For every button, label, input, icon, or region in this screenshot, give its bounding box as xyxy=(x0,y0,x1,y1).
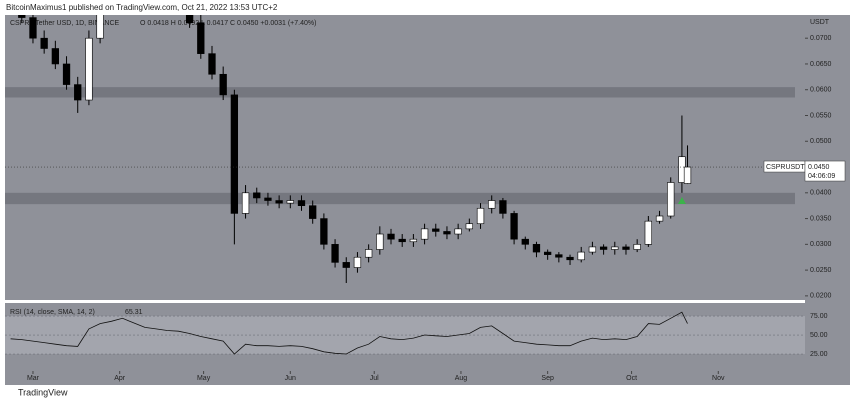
candle-body xyxy=(465,223,473,230)
candle-body xyxy=(376,233,384,250)
time-axis xyxy=(5,371,805,385)
zone xyxy=(5,87,795,98)
candle-body xyxy=(409,238,418,243)
candle-body xyxy=(577,251,585,261)
price-box xyxy=(804,160,846,182)
symbol: CSPRUSDT xyxy=(766,164,805,171)
countdown: 04:06:09 xyxy=(808,173,835,180)
candle-body xyxy=(286,200,294,204)
candle-body xyxy=(29,17,37,39)
rsi-tick-label: 25.00 xyxy=(810,351,828,358)
candle-body xyxy=(62,63,71,85)
candle-body xyxy=(320,218,328,245)
x-tick-label: Mar xyxy=(27,375,40,382)
y-tick-label: 0.0550 xyxy=(810,112,832,119)
y-tick-label: 0.0250 xyxy=(810,267,832,274)
candle-body xyxy=(297,200,306,206)
candle-body xyxy=(432,228,440,232)
candle-body xyxy=(197,22,205,54)
candle-body xyxy=(454,228,462,235)
candle-body xyxy=(331,244,339,263)
candle-body xyxy=(655,215,664,222)
rsi-tick-label: 75.00 xyxy=(810,313,828,320)
candle-body xyxy=(566,256,574,261)
arrow-marker xyxy=(677,197,686,205)
candle-body xyxy=(622,246,630,250)
legend: CSPR / Tether USD, 1D, BINANCE xyxy=(10,20,120,27)
candle-body xyxy=(96,15,104,39)
axis-unit: USDT xyxy=(810,19,830,26)
ohlc: O 0.0418 H 0.0492 L 0.0417 C 0.0450 +0.0… xyxy=(140,20,316,27)
y-tick-label: 0.0700 xyxy=(810,35,832,42)
candle-body xyxy=(420,228,429,240)
candle-body xyxy=(364,249,373,258)
price-plot xyxy=(5,0,805,283)
candle-body xyxy=(208,53,216,75)
price-axis xyxy=(805,15,850,385)
rsi-label: RSI (14, close, SMA, 14, 2) xyxy=(10,309,95,316)
candle-body xyxy=(74,84,82,101)
candle-body xyxy=(185,15,194,24)
candle-body xyxy=(499,200,507,214)
candle-body xyxy=(253,192,261,199)
candle-body xyxy=(510,213,518,240)
zone xyxy=(5,192,795,205)
rsi-plot xyxy=(5,311,805,355)
x-tick-label: Jul xyxy=(370,375,379,382)
candle-body xyxy=(219,73,227,96)
candle-body xyxy=(230,94,239,214)
candle-body xyxy=(353,256,362,268)
y-tick-label: 0.0650 xyxy=(810,61,832,68)
y-tick-label: 0.0200 xyxy=(810,293,832,300)
candle-body xyxy=(387,233,395,240)
rsi-line xyxy=(10,311,688,355)
candle-body xyxy=(309,205,317,219)
candle-body xyxy=(241,192,250,214)
candle-body xyxy=(18,15,26,18)
x-tick-label: Jun xyxy=(285,375,296,382)
candle-body xyxy=(555,254,563,258)
candle-body xyxy=(633,244,641,250)
x-tick-label: Apr xyxy=(114,375,126,382)
candle-body xyxy=(544,251,552,255)
x-tick-label: May xyxy=(197,375,211,382)
candle-body xyxy=(521,238,529,245)
candle-body xyxy=(342,262,350,268)
candle-body xyxy=(476,207,485,225)
candle-body xyxy=(588,246,597,253)
y-tick-label: 0.0500 xyxy=(810,138,832,145)
footer: TradingView xyxy=(18,387,68,397)
y-tick-label: 0.0600 xyxy=(810,87,832,94)
y-tick-label: 0.0400 xyxy=(810,190,832,197)
header: BitcoinMaximus1 published on TradingView… xyxy=(6,3,278,12)
x-tick-label: Aug xyxy=(455,375,468,382)
candle-body xyxy=(264,197,272,201)
x-tick-label: Nov xyxy=(712,375,725,382)
candle-body xyxy=(398,238,406,243)
candle-body xyxy=(164,0,171,2)
y-tick-label: 0.0300 xyxy=(810,241,832,248)
candle-body xyxy=(85,37,93,101)
candle-body xyxy=(599,246,608,250)
price-pane xyxy=(5,15,805,300)
candle-body xyxy=(611,246,619,250)
x-tick-label: Sep xyxy=(541,375,554,382)
candle-body xyxy=(532,244,541,253)
candle-body xyxy=(40,37,48,49)
rsi-last: 65.31 xyxy=(125,309,143,316)
candle-body xyxy=(667,182,675,217)
candle-body xyxy=(683,166,692,184)
rsi-tick-label: 50.00 xyxy=(810,332,828,339)
price-label: 0.0450 xyxy=(808,164,830,171)
x-tick-label: Oct xyxy=(626,375,637,382)
candle-body xyxy=(443,231,451,235)
candle-body xyxy=(275,200,283,204)
candle-body xyxy=(644,220,653,245)
candle-body xyxy=(488,200,496,209)
y-tick-label: 0.0350 xyxy=(810,215,832,222)
candle-body xyxy=(51,48,59,65)
